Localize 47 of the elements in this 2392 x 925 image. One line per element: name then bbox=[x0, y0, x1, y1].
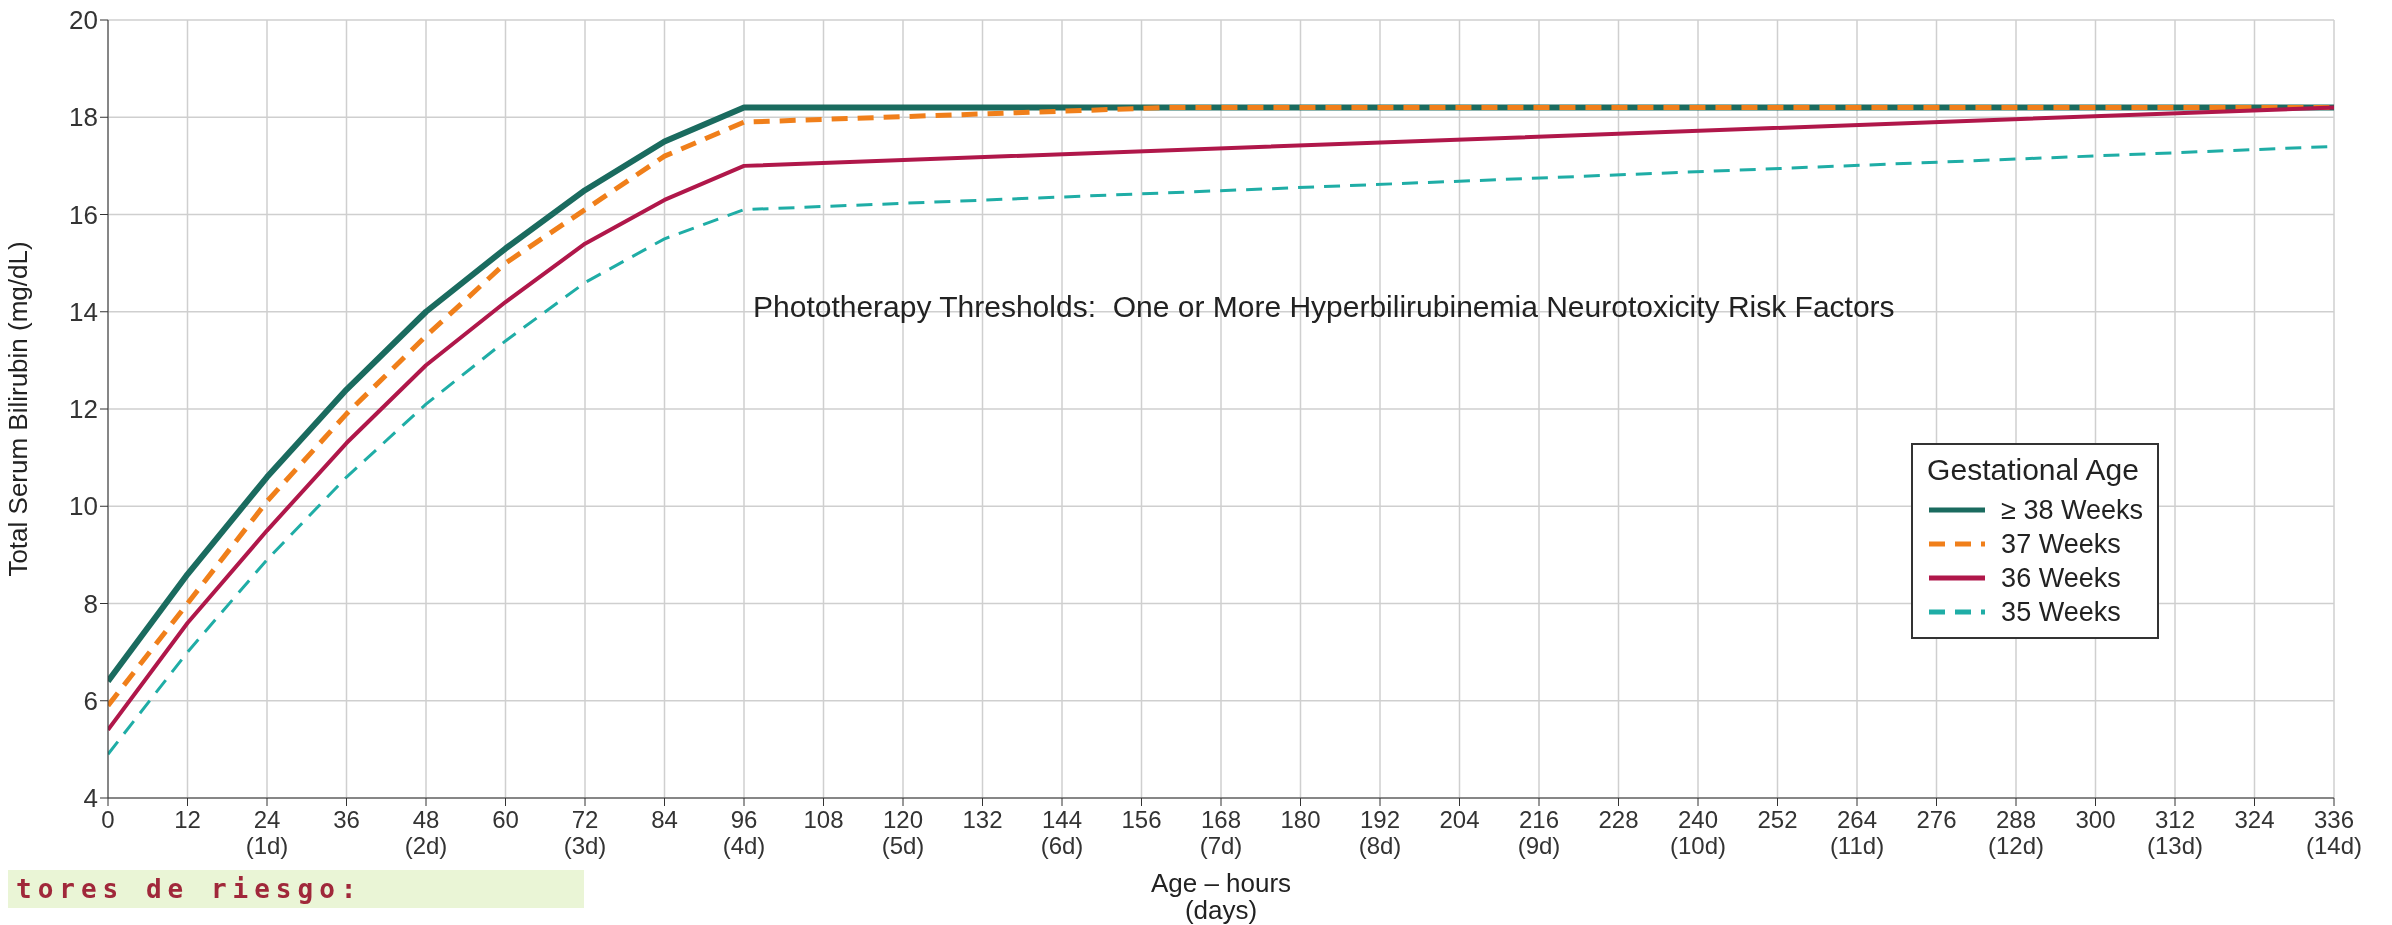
y-tick-label: 14 bbox=[69, 296, 98, 327]
x-tick-label: 168 (7d) bbox=[1199, 806, 1243, 859]
x-tick-label: 0 bbox=[101, 806, 115, 833]
x-tick-label: 192 (8d) bbox=[1358, 806, 1402, 859]
x-tick-label: 336 (14d) bbox=[2305, 806, 2363, 859]
x-tick-label: 24 (1d) bbox=[245, 806, 289, 859]
x-tick-label: 156 bbox=[1121, 806, 1162, 833]
y-tick-label: 20 bbox=[69, 5, 98, 36]
text: tores de riesgo: bbox=[8, 870, 584, 908]
x-tick-label: 132 bbox=[962, 806, 1003, 833]
x-tick-label: 240 (10d) bbox=[1669, 806, 1727, 859]
x-tick-label: 276 bbox=[1916, 806, 1957, 833]
x-tick-label: 60 bbox=[492, 806, 519, 833]
x-tick-label: 204 bbox=[1439, 806, 1480, 833]
y-tick-label: 10 bbox=[69, 491, 98, 522]
x-axis-title: Age – hours (days) bbox=[1150, 868, 1292, 925]
legend-label: 37 Weeks bbox=[2001, 528, 2121, 561]
x-tick-label: 324 bbox=[2234, 806, 2275, 833]
legend-label: 35 Weeks bbox=[2001, 596, 2121, 629]
x-tick-label: 96 (4d) bbox=[722, 806, 766, 859]
legend-label: ≥ 38 Weeks bbox=[2001, 494, 2143, 527]
x-tick-label: 216 (9d) bbox=[1517, 806, 1561, 859]
x-tick-label: 144 (6d) bbox=[1040, 806, 1084, 859]
x-tick-label: 36 bbox=[333, 806, 360, 833]
x-tick-label: 48 (2d) bbox=[404, 806, 448, 859]
x-tick-label: 312 (13d) bbox=[2146, 806, 2204, 859]
y-tick-label: 18 bbox=[69, 102, 98, 133]
annotation: Phototherapy Thresholds: One or More Hyperbilirubinemia Neurotoxicity Risk Factors bbox=[753, 290, 1895, 324]
x-tick-label: 84 bbox=[651, 806, 678, 833]
y-axis-title: Total Serum Bilirubin (mg/dL) bbox=[3, 241, 34, 577]
x-tick-label: 264 (11d) bbox=[1829, 806, 1885, 859]
y-tick-label: 12 bbox=[69, 394, 98, 425]
x-tick-label: 120 (5d) bbox=[881, 806, 925, 859]
y-tick-label: 8 bbox=[83, 588, 98, 619]
legend-title: Gestational Age bbox=[1927, 453, 2140, 487]
x-tick-label: 300 bbox=[2075, 806, 2116, 833]
x-tick-label: 252 bbox=[1757, 806, 1798, 833]
y-tick-label: 16 bbox=[69, 199, 98, 230]
x-tick-label: 12 bbox=[174, 806, 201, 833]
x-tick-label: 288 (12d) bbox=[1987, 806, 2045, 859]
x-tick-label: 180 bbox=[1280, 806, 1321, 833]
x-tick-label: 72 (3d) bbox=[563, 806, 607, 859]
x-tick-label: 228 bbox=[1598, 806, 1639, 833]
legend-label: 36 Weeks bbox=[2001, 562, 2121, 595]
x-tick-label: 108 bbox=[803, 806, 844, 833]
y-tick-label: 6 bbox=[83, 685, 98, 716]
y-tick-label: 4 bbox=[83, 783, 98, 814]
